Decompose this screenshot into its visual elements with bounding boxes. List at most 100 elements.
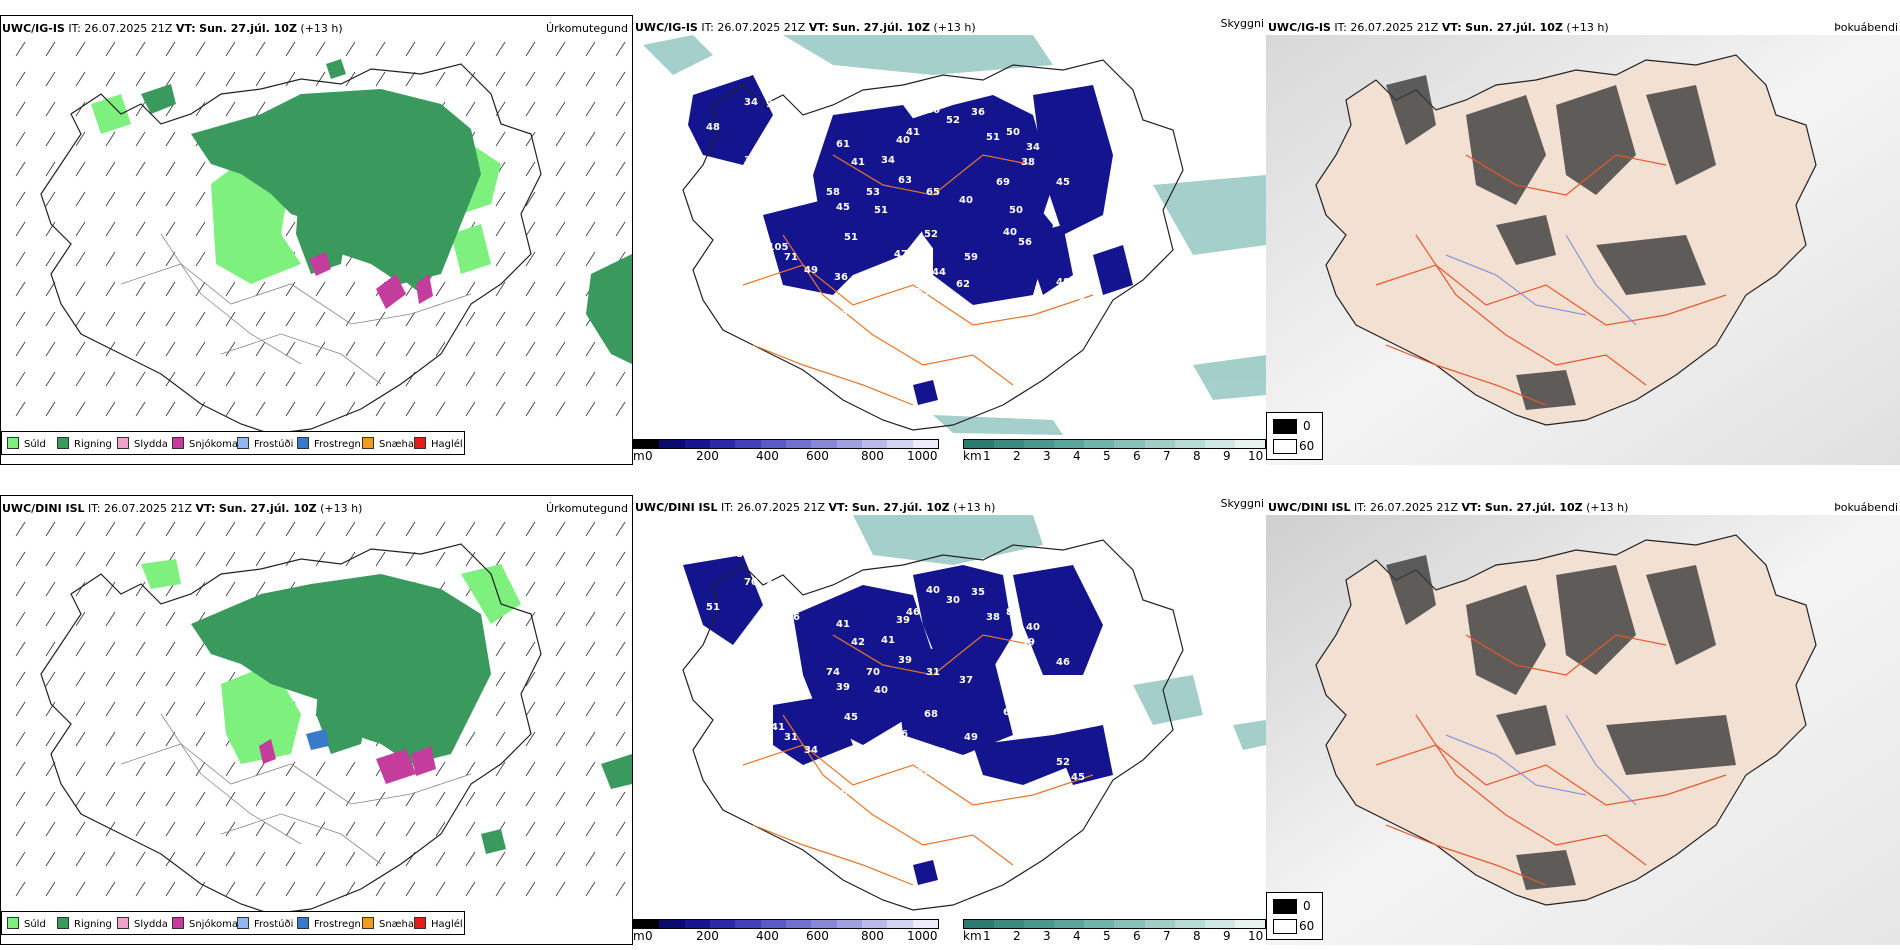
row1-model-2: UWC/IG-IS: [635, 21, 698, 34]
wind-barb: [285, 371, 296, 387]
wind-barb: [75, 551, 86, 567]
row2-legend-item: Súld: [7, 917, 46, 930]
row1-legend-item: Súld: [7, 437, 46, 450]
wind-barb: [585, 341, 596, 357]
wind-barb: [195, 551, 206, 567]
row1-vt-value-3: Sun. 27.júl. 10Z: [1465, 21, 1563, 34]
cloud-base-label: 40: [959, 195, 973, 206]
wind-barb: [525, 611, 536, 627]
wind-barb: [345, 401, 356, 417]
wind-barb: [15, 671, 26, 687]
wind-barb: [135, 881, 146, 897]
row2-legend-item: Haglél: [414, 917, 463, 930]
row2-precip-legend: Súld Rigning Slydda Snjókoma Frostúði Fr…: [1, 911, 465, 935]
wind-barb: [615, 191, 626, 207]
wind-barb: [555, 791, 566, 807]
wind-barb: [315, 341, 326, 357]
wind-barb: [255, 581, 266, 597]
cloud-base-label: 36: [834, 272, 848, 283]
wind-barb: [555, 701, 566, 717]
wind-barb: [165, 221, 176, 237]
row1-fog-scale: 0 60: [1266, 412, 1323, 460]
wind-barb: [135, 581, 146, 597]
wind-barb: [435, 401, 446, 417]
row2-legend-item: Snjókoma: [172, 917, 238, 930]
row1-legend-swatch: [362, 437, 374, 449]
cloud-base-label: 40: [926, 585, 940, 596]
cloud-base-label: 44: [932, 747, 946, 758]
row1-precip-panel: UWC/IG-IS IT: 26.07.2025 21Z VT: Sun. 27…: [0, 15, 633, 465]
wind-barb: [285, 791, 296, 807]
wind-barb: [15, 281, 26, 297]
wind-barb: [105, 761, 116, 777]
row2-vt-value-3: Sun. 27.júl. 10Z: [1484, 501, 1583, 514]
cloud-base-label: 40: [1026, 622, 1040, 633]
cloud-base-label: 50: [1009, 205, 1023, 216]
wind-barb: [615, 161, 626, 177]
cloud-base-label: 61: [841, 787, 855, 798]
wind-barb: [225, 821, 236, 837]
wind-barb: [615, 791, 626, 807]
wind-barb: [135, 671, 146, 687]
wind-barb: [525, 641, 536, 657]
wind-barb: [45, 371, 56, 387]
cloud-base-label: 105: [768, 242, 789, 253]
wind-barb: [195, 41, 206, 57]
cloud-base-label: 74: [826, 667, 840, 678]
cloud-base-label: 34: [841, 307, 855, 318]
cloud-base-label: 41: [836, 619, 850, 630]
row1-lead-2: (+13 h): [933, 21, 976, 34]
wind-barb: [45, 641, 56, 657]
wind-barb: [435, 791, 446, 807]
row1-vt-label-3: VT:: [1441, 21, 1462, 34]
wind-barb: [225, 401, 236, 417]
wind-barb: [225, 581, 236, 597]
wind-barb: [195, 731, 206, 747]
row2-depth-colorbar: m 0 200 400 600 800 1000: [633, 919, 939, 943]
row1-depth-tick: 600: [806, 449, 829, 463]
wind-barb: [585, 221, 596, 237]
row1-fog-title: Þokuábendi: [1834, 21, 1898, 34]
wind-barb: [465, 71, 476, 87]
cloud-base-label: 51: [874, 205, 888, 216]
wind-barb: [495, 341, 506, 357]
wind-barb: [75, 371, 86, 387]
wind-barb: [285, 521, 296, 537]
cloud-base-label: 39: [744, 155, 758, 166]
wind-barb: [135, 101, 146, 117]
row2-legend-label: Rigning: [74, 919, 112, 930]
cloud-base-label: 34: [881, 155, 895, 166]
row2-legend-label: Frostregn: [314, 919, 361, 930]
wind-barb: [195, 671, 206, 687]
wind-barb: [555, 821, 566, 837]
wind-barb: [285, 341, 296, 357]
wind-barb: [435, 71, 446, 87]
wind-barb: [255, 881, 266, 897]
wind-barb: [375, 401, 386, 417]
wind-barb: [465, 521, 476, 537]
wind-barb: [315, 551, 326, 567]
cloud-base-label: 55: [916, 287, 930, 298]
cloud-base-label: 50: [1006, 127, 1020, 138]
row1-legend-label: Frostregn: [314, 439, 361, 450]
wind-barb: [465, 791, 476, 807]
wind-barb: [165, 671, 176, 687]
wind-barb: [465, 281, 476, 297]
wind-barb: [75, 341, 86, 357]
wind-barb: [15, 101, 26, 117]
wind-barb: [165, 881, 176, 897]
wind-barb: [555, 71, 566, 87]
wind-barb: [585, 371, 596, 387]
row2-lead: (+13 h): [320, 502, 363, 515]
wind-barb: [435, 371, 446, 387]
row2-fog-swatch-white: [1273, 919, 1297, 934]
cloud-base-label: 49: [804, 265, 818, 276]
cloud-base-label: 48: [706, 122, 720, 133]
wind-barb: [555, 161, 566, 177]
wind-barb: [165, 281, 176, 297]
wind-barb: [615, 101, 626, 117]
wind-barb: [255, 41, 266, 57]
wind-barb: [405, 521, 416, 537]
wind-barb: [435, 761, 446, 777]
